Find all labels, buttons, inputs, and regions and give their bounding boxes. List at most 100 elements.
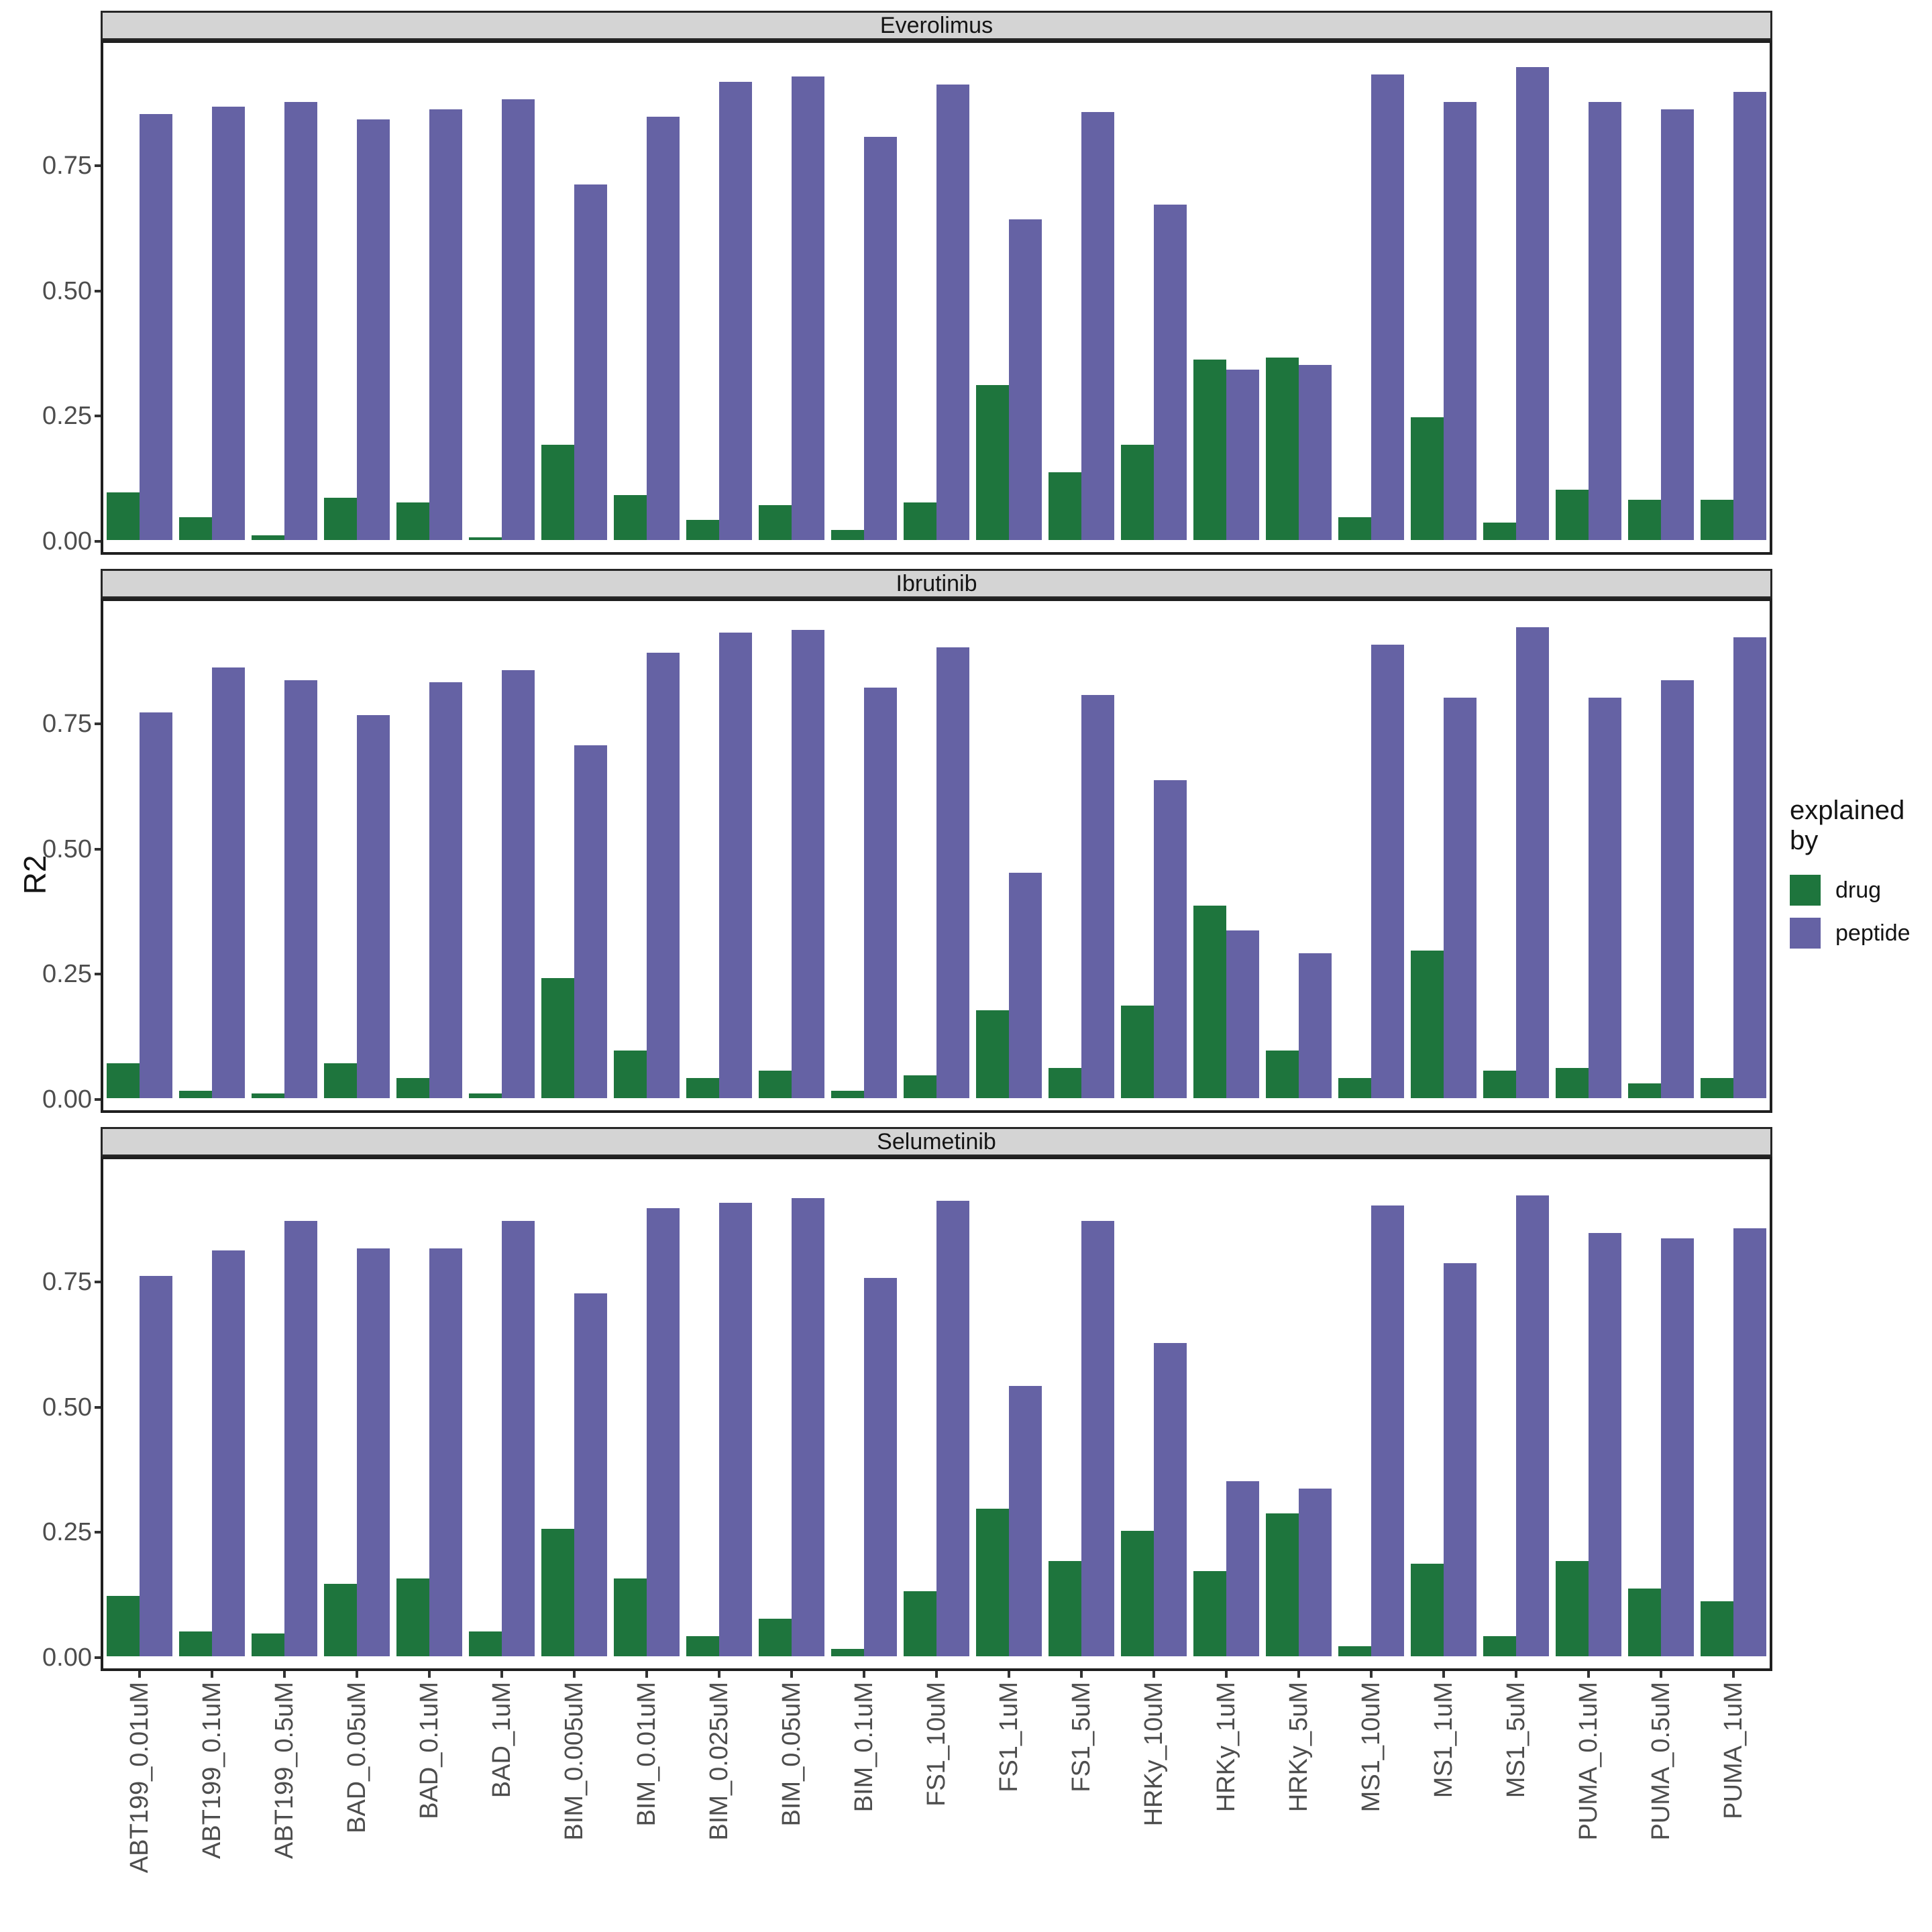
bar-peptide-BIM_0.01uM xyxy=(647,652,680,1098)
bar-peptide-FS1_1uM xyxy=(1009,873,1042,1098)
x-tick-label-BIM_0.05uM: BIM_0.05uM xyxy=(777,1682,806,1827)
bar-peptide-HRKy_10uM xyxy=(1154,1343,1187,1656)
bar-drug-MS1_5uM xyxy=(1483,1070,1516,1098)
bar-peptide-BIM_0.05uM xyxy=(792,629,824,1098)
panel-selumetinib xyxy=(101,1157,1772,1671)
panel-ibrutinib xyxy=(101,598,1772,1113)
bar-drug-BIM_0.1uM xyxy=(831,1648,864,1656)
bar-drug-FS1_5uM xyxy=(1049,1561,1081,1656)
bar-peptide-ABT199_0.5uM xyxy=(284,680,317,1098)
x-tick-label-BIM_0.01uM: BIM_0.01uM xyxy=(633,1682,661,1827)
facet-title-selumetinib: Selumetinib xyxy=(877,1128,996,1155)
x-tick-label-PUMA_0.5uM: PUMA_0.5uM xyxy=(1647,1682,1675,1841)
y-tick-mark xyxy=(95,164,101,167)
bar-peptide-ABT199_0.01uM xyxy=(140,114,172,540)
y-tick-mark xyxy=(95,973,101,975)
bar-peptide-HRKy_1uM xyxy=(1226,1481,1259,1656)
x-tick-mark xyxy=(935,1671,938,1678)
x-tick-mark xyxy=(1660,1671,1662,1678)
bar-peptide-BAD_0.1uM xyxy=(429,1248,462,1656)
x-tick-mark xyxy=(283,1671,286,1678)
bar-drug-HRKy_1uM xyxy=(1193,1571,1226,1656)
x-tick-mark xyxy=(1225,1671,1228,1678)
x-tick-label-MS1_5uM: MS1_5uM xyxy=(1502,1682,1530,1799)
x-tick-mark xyxy=(573,1671,576,1678)
bar-peptide-MS1_5uM xyxy=(1516,1195,1549,1656)
x-tick-label-BAD_0.05uM: BAD_0.05uM xyxy=(343,1682,371,1834)
y-tick-label: 0.50 xyxy=(42,1393,92,1421)
facet-strip-selumetinib: Selumetinib xyxy=(101,1127,1772,1157)
bar-peptide-BIM_0.025uM xyxy=(719,81,752,540)
bar-peptide-HRKy_1uM xyxy=(1226,930,1259,1098)
y-tick-label: 0.25 xyxy=(42,402,92,430)
bar-peptide-HRKy_5uM xyxy=(1299,1488,1332,1656)
x-tick-label-HRKy_5uM: HRKy_5uM xyxy=(1285,1682,1313,1813)
bar-drug-FS1_5uM xyxy=(1049,1068,1081,1098)
bar-peptide-ABT199_0.1uM xyxy=(212,667,245,1098)
bar-peptide-ABT199_0.1uM xyxy=(212,107,245,540)
bar-peptide-ABT199_0.5uM xyxy=(284,101,317,540)
bar-peptide-BAD_0.1uM xyxy=(429,682,462,1098)
bar-peptide-BAD_0.05uM xyxy=(357,119,390,540)
bar-drug-BIM_0.01uM xyxy=(614,494,647,540)
bar-peptide-BAD_0.05uM xyxy=(357,714,390,1098)
bar-peptide-MS1_5uM xyxy=(1516,66,1549,540)
y-tick-mark xyxy=(95,1281,101,1283)
bar-drug-ABT199_0.1uM xyxy=(179,1090,212,1098)
bar-drug-MS1_10uM xyxy=(1338,517,1371,540)
bar-drug-HRKy_10uM xyxy=(1121,445,1154,540)
bar-peptide-HRKy_1uM xyxy=(1226,370,1259,540)
y-tick-label: 0.00 xyxy=(42,527,92,555)
bar-peptide-FS1_5uM xyxy=(1081,1220,1114,1656)
legend: explained by drug peptide xyxy=(1790,796,1932,961)
bar-peptide-PUMA_1uM xyxy=(1733,91,1766,540)
bar-peptide-HRKy_5uM xyxy=(1299,953,1332,1098)
x-tick-label-BAD_0.1uM: BAD_0.1uM xyxy=(415,1682,443,1819)
x-tick-label-ABT199_0.01uM: ABT199_0.01uM xyxy=(125,1682,154,1874)
bar-drug-MS1_1uM xyxy=(1411,1563,1444,1656)
x-tick-mark xyxy=(1442,1671,1445,1678)
y-tick-label: 0.25 xyxy=(42,960,92,988)
bar-drug-PUMA_0.1uM xyxy=(1556,1068,1589,1098)
y-tick-label: 0.25 xyxy=(42,1518,92,1546)
bar-drug-HRKy_10uM xyxy=(1121,1005,1154,1098)
panel-everolimus xyxy=(101,40,1772,555)
x-tick-mark xyxy=(428,1671,431,1678)
bar-drug-BIM_0.005uM xyxy=(541,445,574,540)
legend-swatch-drug xyxy=(1790,875,1821,906)
bar-peptide-PUMA_0.1uM xyxy=(1589,1233,1621,1656)
x-tick-label-MS1_10uM: MS1_10uM xyxy=(1357,1682,1385,1813)
x-tick-label-BAD_1uM: BAD_1uM xyxy=(488,1682,516,1799)
x-tick-label-ABT199_0.1uM: ABT199_0.1uM xyxy=(198,1682,226,1860)
bar-drug-ABT199_0.01uM xyxy=(107,492,140,540)
bar-peptide-BIM_0.025uM xyxy=(719,1203,752,1656)
x-tick-mark xyxy=(1008,1671,1010,1678)
bar-drug-ABT199_0.01uM xyxy=(107,1063,140,1098)
x-tick-label-BIM_0.005uM: BIM_0.005uM xyxy=(560,1682,588,1841)
bar-peptide-PUMA_0.5uM xyxy=(1661,1238,1694,1656)
bar-drug-PUMA_0.1uM xyxy=(1556,1561,1589,1656)
x-tick-mark xyxy=(790,1671,793,1678)
bar-peptide-BAD_1uM xyxy=(502,669,535,1098)
bar-drug-BAD_0.05uM xyxy=(324,1583,357,1656)
bar-peptide-HRKy_10uM xyxy=(1154,780,1187,1098)
bar-drug-BAD_1uM xyxy=(469,1631,502,1656)
y-tick-mark xyxy=(95,1406,101,1409)
bar-peptide-BAD_0.1uM xyxy=(429,109,462,540)
x-tick-mark xyxy=(1297,1671,1300,1678)
bar-drug-BIM_0.005uM xyxy=(541,1528,574,1656)
y-tick-label: 0.75 xyxy=(42,1268,92,1296)
bar-drug-FS1_10uM xyxy=(904,502,936,540)
bar-peptide-BIM_0.1uM xyxy=(864,137,897,540)
bar-drug-BIM_0.025uM xyxy=(686,1636,719,1656)
legend-swatch-peptide xyxy=(1790,918,1821,949)
bar-peptide-MS1_5uM xyxy=(1516,627,1549,1098)
facet-title-ibrutinib: Ibrutinib xyxy=(896,570,977,596)
facet-title-everolimus: Everolimus xyxy=(879,12,994,38)
y-tick-mark xyxy=(95,1656,101,1659)
x-tick-mark xyxy=(863,1671,865,1678)
x-tick-mark xyxy=(138,1671,141,1678)
x-tick-mark xyxy=(1732,1671,1735,1678)
bar-peptide-PUMA_1uM xyxy=(1733,1228,1766,1656)
bar-peptide-ABT199_0.01uM xyxy=(140,1275,172,1656)
